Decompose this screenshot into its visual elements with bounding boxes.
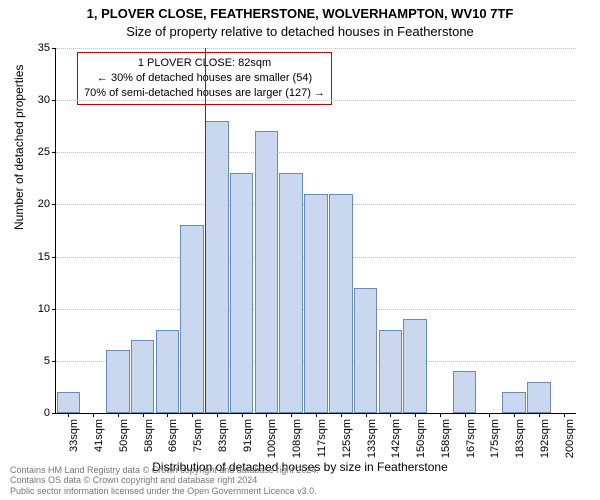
- footer-line: Public sector information licensed under…: [10, 486, 319, 496]
- bar: [329, 194, 353, 413]
- y-axis-label: Number of detached properties: [12, 65, 26, 230]
- bar: [502, 392, 526, 413]
- xtick-label: 183sqm: [514, 419, 526, 458]
- bar: [205, 121, 229, 413]
- bar: [527, 382, 551, 413]
- gridline: [56, 48, 576, 49]
- ytick-mark: [52, 48, 56, 49]
- xtick-label: 50sqm: [118, 419, 130, 452]
- xtick-label: 91sqm: [242, 419, 254, 452]
- xtick-mark: [266, 413, 267, 417]
- xtick-mark: [217, 413, 218, 417]
- ytick-label: 10: [38, 303, 50, 315]
- ytick-mark: [52, 361, 56, 362]
- xtick-mark: [390, 413, 391, 417]
- ytick-mark: [52, 413, 56, 414]
- xtick-mark: [167, 413, 168, 417]
- xtick-label: 125sqm: [341, 419, 353, 458]
- ytick-label: 0: [44, 407, 50, 419]
- ytick-label: 20: [38, 198, 50, 210]
- xtick-label: 75sqm: [192, 419, 204, 452]
- bar: [255, 131, 279, 413]
- xtick-mark: [192, 413, 193, 417]
- ytick-mark: [52, 309, 56, 310]
- bar: [453, 371, 477, 413]
- page-title: 1, PLOVER CLOSE, FEATHERSTONE, WOLVERHAM…: [0, 6, 600, 21]
- xtick-label: 200sqm: [564, 419, 576, 458]
- xtick-label: 41sqm: [93, 419, 105, 452]
- chart-area: 1 PLOVER CLOSE: 82sqm ← 30% of detached …: [55, 48, 576, 414]
- bar: [180, 225, 204, 413]
- xtick-mark: [465, 413, 466, 417]
- xtick-mark: [341, 413, 342, 417]
- bar: [354, 288, 378, 413]
- xtick-mark: [242, 413, 243, 417]
- xtick-mark: [366, 413, 367, 417]
- footer-line: Contains HM Land Registry data © Crown c…: [10, 465, 319, 475]
- ytick-mark: [52, 152, 56, 153]
- bar: [279, 173, 303, 413]
- ytick-label: 35: [38, 42, 50, 54]
- xtick-mark: [415, 413, 416, 417]
- ytick-label: 15: [38, 251, 50, 263]
- ytick-mark: [52, 204, 56, 205]
- xtick-mark: [489, 413, 490, 417]
- bar: [131, 340, 155, 413]
- ytick-label: 5: [44, 355, 50, 367]
- xtick-label: 133sqm: [366, 419, 378, 458]
- xtick-label: 108sqm: [291, 419, 303, 458]
- xtick-mark: [316, 413, 317, 417]
- xtick-label: 117sqm: [316, 419, 328, 457]
- footer-line: Contains OS data © Crown copyright and d…: [10, 475, 319, 485]
- xtick-label: 100sqm: [266, 419, 278, 458]
- ytick-mark: [52, 100, 56, 101]
- bar: [304, 194, 328, 413]
- xtick-label: 150sqm: [415, 419, 427, 458]
- xtick-label: 83sqm: [217, 419, 229, 452]
- bar: [106, 350, 130, 413]
- xtick-mark: [564, 413, 565, 417]
- bar: [156, 330, 180, 413]
- xtick-label: 167sqm: [465, 419, 477, 458]
- xtick-mark: [68, 413, 69, 417]
- ytick-label: 30: [38, 94, 50, 106]
- subtitle: Size of property relative to detached ho…: [0, 24, 600, 39]
- xtick-mark: [143, 413, 144, 417]
- xtick-mark: [291, 413, 292, 417]
- gridline: [56, 152, 576, 153]
- bar: [230, 173, 254, 413]
- xtick-label: 33sqm: [68, 419, 80, 452]
- xtick-label: 175sqm: [489, 419, 501, 458]
- ytick-mark: [52, 257, 56, 258]
- ytick-label: 25: [38, 146, 50, 158]
- xtick-label: 66sqm: [167, 419, 179, 452]
- footer-attribution: Contains HM Land Registry data © Crown c…: [10, 465, 319, 496]
- reference-line: [205, 48, 206, 413]
- bar: [57, 392, 81, 413]
- xtick-mark: [514, 413, 515, 417]
- bar: [403, 319, 427, 413]
- xtick-mark: [118, 413, 119, 417]
- bar: [379, 330, 403, 413]
- xtick-mark: [539, 413, 540, 417]
- xtick-label: 142sqm: [390, 419, 402, 458]
- xtick-label: 158sqm: [440, 419, 452, 458]
- xtick-label: 58sqm: [143, 419, 155, 452]
- gridline: [56, 100, 576, 101]
- xtick-mark: [93, 413, 94, 417]
- xtick-mark: [440, 413, 441, 417]
- xtick-label: 192sqm: [539, 419, 551, 458]
